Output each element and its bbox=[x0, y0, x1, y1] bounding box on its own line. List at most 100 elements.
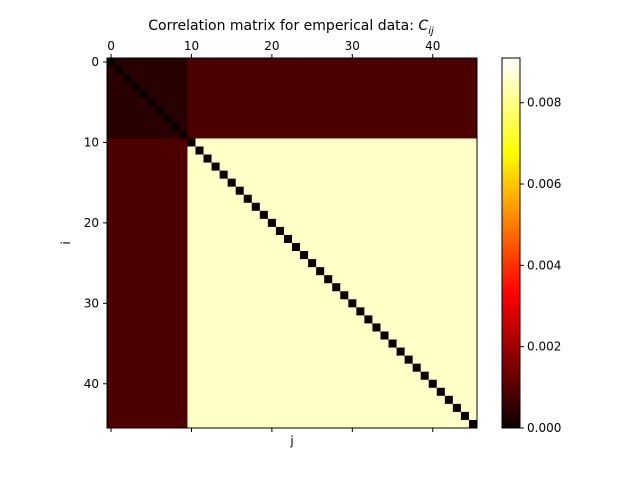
heatmap-cell bbox=[380, 299, 389, 308]
heatmap-cell bbox=[436, 66, 446, 75]
heatmap-cell bbox=[396, 178, 406, 188]
heatmap-cell bbox=[283, 162, 293, 172]
heatmap-cell bbox=[147, 162, 156, 172]
heatmap-cell bbox=[372, 226, 381, 236]
heatmap-cell bbox=[444, 371, 454, 381]
heatmap-cell bbox=[388, 202, 397, 212]
heatmap-cell bbox=[332, 299, 341, 308]
heatmap-cell bbox=[308, 90, 317, 99]
heatmap-cell bbox=[300, 243, 309, 252]
heatmap-cell bbox=[275, 66, 285, 75]
heatmap-cell bbox=[219, 186, 229, 196]
heatmap-cell bbox=[420, 419, 430, 429]
heatmap-cell bbox=[420, 371, 430, 381]
heatmap-cell bbox=[283, 403, 293, 413]
heatmap-cell bbox=[452, 138, 462, 147]
heatmap-cell bbox=[356, 251, 365, 260]
heatmap-cell bbox=[267, 58, 277, 67]
heatmap-cell bbox=[340, 299, 349, 308]
heatmap-cell bbox=[227, 90, 237, 99]
heatmap-cell bbox=[348, 66, 357, 75]
heatmap-cell bbox=[436, 395, 446, 405]
heatmap-cell bbox=[396, 395, 406, 405]
heatmap-cell bbox=[380, 371, 389, 381]
heatmap-cell bbox=[468, 170, 478, 180]
heatmap-cell bbox=[452, 323, 462, 332]
heatmap-cell bbox=[340, 267, 349, 276]
heatmap-cell bbox=[308, 114, 317, 123]
y-tick-label: 10 bbox=[84, 135, 99, 149]
heatmap-cell bbox=[380, 122, 389, 131]
heatmap-cell bbox=[171, 299, 180, 308]
heatmap-cell bbox=[171, 154, 180, 163]
heatmap-cell bbox=[316, 138, 325, 147]
heatmap-cell bbox=[388, 82, 397, 91]
heatmap-cell bbox=[444, 347, 454, 357]
heatmap-cell bbox=[380, 218, 389, 228]
heatmap-cell bbox=[404, 90, 414, 99]
heatmap-cell bbox=[219, 114, 229, 123]
heatmap-cell bbox=[436, 90, 446, 99]
heatmap-cell bbox=[300, 339, 309, 348]
heatmap-cell bbox=[243, 138, 253, 147]
heatmap-cell bbox=[275, 170, 285, 180]
heatmap-cell bbox=[436, 355, 446, 365]
heatmap-cell bbox=[163, 259, 172, 268]
heatmap-cell bbox=[211, 267, 221, 276]
heatmap-cell bbox=[364, 243, 373, 252]
heatmap-cell bbox=[436, 259, 446, 268]
heatmap-cell bbox=[171, 98, 180, 107]
heatmap-cell bbox=[436, 411, 446, 421]
heatmap-cell bbox=[251, 315, 261, 324]
heatmap-cell bbox=[267, 74, 277, 83]
heatmap-cell bbox=[460, 98, 470, 107]
heatmap-cell bbox=[267, 210, 277, 220]
heatmap-cell bbox=[147, 283, 156, 292]
heatmap-cell bbox=[283, 395, 293, 405]
x-tick-label: 0 bbox=[107, 39, 115, 53]
heatmap-cell bbox=[316, 170, 325, 180]
heatmap-cell bbox=[412, 323, 422, 332]
heatmap-cell bbox=[380, 82, 389, 91]
heatmap-cell bbox=[452, 186, 462, 196]
heatmap-cell bbox=[412, 58, 422, 67]
heatmap-cell bbox=[187, 411, 196, 421]
heatmap-cell bbox=[131, 363, 140, 373]
heatmap-cell bbox=[340, 154, 349, 163]
heatmap-cell bbox=[404, 202, 414, 212]
heatmap-cell bbox=[340, 82, 349, 91]
heatmap-cell bbox=[348, 90, 357, 99]
heatmap-cell bbox=[348, 226, 357, 236]
heatmap-cell bbox=[364, 202, 373, 212]
heatmap-cell bbox=[444, 331, 454, 340]
heatmap-cell bbox=[428, 210, 438, 220]
heatmap-cell bbox=[235, 387, 245, 397]
heatmap-cell bbox=[107, 379, 116, 389]
heatmap-cell bbox=[155, 267, 164, 276]
heatmap-cell bbox=[460, 162, 470, 172]
heatmap-cell bbox=[396, 106, 406, 115]
heatmap-cell bbox=[316, 178, 325, 188]
heatmap-cell bbox=[364, 170, 373, 180]
heatmap-cell bbox=[227, 411, 237, 421]
heatmap-cell bbox=[372, 154, 381, 163]
heatmap-cell bbox=[203, 403, 212, 413]
heatmap-cell bbox=[179, 371, 188, 381]
heatmap-cell bbox=[364, 106, 373, 115]
heatmap-cell bbox=[283, 355, 293, 365]
heatmap-cell bbox=[388, 130, 397, 139]
heatmap-cell bbox=[147, 82, 156, 91]
heatmap-cell bbox=[235, 283, 245, 292]
heatmap-cell bbox=[396, 419, 406, 429]
heatmap-cell bbox=[428, 411, 438, 421]
heatmap-cell bbox=[235, 323, 245, 332]
heatmap-cell bbox=[308, 162, 317, 172]
heatmap-cell bbox=[428, 98, 438, 107]
heatmap-cell bbox=[356, 339, 365, 348]
heatmap-cell bbox=[179, 363, 188, 373]
heatmap-cell bbox=[340, 251, 349, 260]
heatmap-cell bbox=[155, 355, 164, 365]
heatmap-cell bbox=[179, 387, 188, 397]
heatmap-cell bbox=[420, 218, 430, 228]
heatmap-cell bbox=[147, 114, 156, 123]
